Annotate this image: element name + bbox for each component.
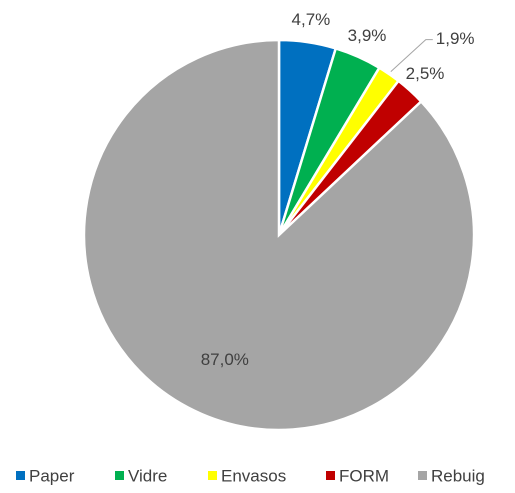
data-label: 4,7%	[292, 10, 331, 29]
legend-swatch	[115, 471, 124, 480]
legend-label: Vidre	[128, 466, 167, 485]
data-label: 2,5%	[406, 64, 445, 83]
legend-label: FORM	[339, 466, 389, 485]
legend-swatch	[16, 471, 25, 480]
leader-line	[390, 39, 433, 72]
legend-label: Paper	[29, 466, 75, 485]
legend-label: Envasos	[221, 466, 286, 485]
legend-swatch	[208, 471, 217, 480]
data-label: 87,0%	[201, 350, 249, 369]
legend-swatch	[418, 471, 427, 480]
data-label: 1,9%	[436, 29, 475, 48]
legend-label: Rebuig	[431, 466, 485, 485]
legend-swatch	[326, 471, 335, 480]
pie-slice	[82, 38, 476, 432]
data-label: 3,9%	[348, 26, 387, 45]
